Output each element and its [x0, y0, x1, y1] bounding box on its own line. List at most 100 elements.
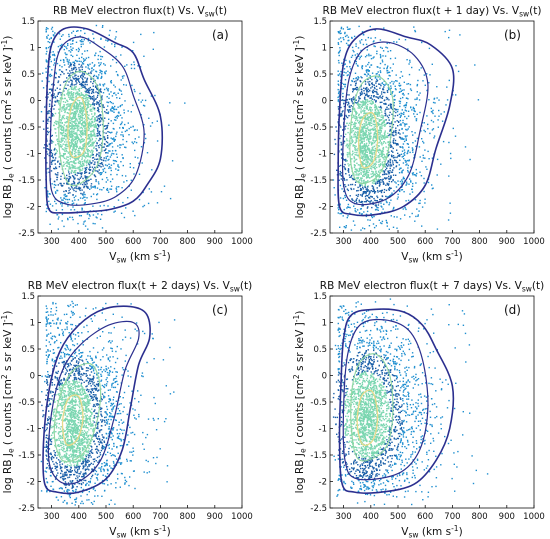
- data-point: [372, 114, 374, 117]
- data-point: [396, 41, 398, 43]
- data-point: [87, 159, 89, 161]
- data-point: [389, 50, 392, 52]
- data-point: [379, 62, 382, 65]
- data-point: [367, 116, 369, 118]
- data-point: [114, 160, 116, 162]
- data-point: [361, 92, 363, 94]
- data-point: [80, 147, 82, 149]
- data-point: [88, 95, 91, 97]
- data-point: [119, 144, 121, 146]
- data-point: [381, 101, 383, 103]
- data-point: [354, 146, 356, 149]
- data-point: [67, 192, 70, 194]
- data-point: [88, 155, 91, 158]
- data-point: [73, 157, 75, 159]
- data-point: [370, 125, 373, 127]
- data-point: [373, 197, 375, 200]
- data-point: [364, 186, 366, 188]
- data-point: [91, 136, 93, 138]
- data-point: [401, 138, 404, 140]
- data-point: [362, 205, 364, 207]
- data-point: [76, 187, 78, 190]
- data-point: [359, 40, 361, 42]
- data-point: [132, 50, 134, 52]
- data-point: [100, 70, 103, 73]
- data-point: [363, 73, 366, 75]
- data-point: [339, 203, 341, 205]
- data-point: [343, 190, 345, 193]
- data-point: [85, 96, 87, 98]
- data-point: [122, 164, 124, 167]
- data-point: [115, 119, 117, 121]
- data-point: [388, 141, 390, 143]
- data-point: [364, 127, 366, 129]
- data-point: [438, 99, 440, 101]
- data-point: [360, 173, 362, 175]
- data-point: [75, 89, 77, 91]
- data-point: [372, 57, 374, 59]
- data-point: [60, 138, 62, 140]
- data-point: [366, 46, 369, 48]
- data-point: [72, 68, 75, 71]
- data-point: [361, 128, 363, 130]
- data-point: [379, 39, 382, 41]
- data-point: [359, 201, 362, 203]
- data-point: [75, 138, 77, 140]
- data-point: [341, 62, 343, 64]
- data-point: [449, 152, 452, 155]
- data-point: [81, 77, 83, 79]
- data-point: [80, 140, 82, 142]
- data-point: [65, 158, 67, 160]
- data-point: [374, 113, 376, 116]
- data-point: [74, 165, 76, 168]
- data-point: [136, 129, 138, 131]
- data-point: [364, 124, 366, 126]
- data-point: [71, 97, 74, 99]
- data-point: [75, 118, 77, 120]
- data-point: [353, 114, 355, 117]
- data-point: [378, 159, 380, 161]
- data-point: [384, 114, 386, 117]
- data-point: [125, 146, 127, 149]
- data-point: [392, 179, 394, 181]
- data-point: [45, 53, 47, 55]
- data-point: [87, 155, 89, 158]
- data-point: [371, 170, 373, 173]
- data-point: [97, 213, 99, 215]
- data-point: [389, 178, 392, 180]
- data-point: [81, 114, 84, 117]
- data-point: [68, 132, 71, 134]
- data-point: [378, 185, 381, 187]
- data-point: [343, 71, 345, 73]
- data-point: [95, 155, 97, 157]
- data-point: [59, 114, 61, 116]
- data-point: [355, 113, 357, 115]
- data-point: [427, 150, 429, 153]
- data-point: [379, 139, 381, 142]
- data-point: [117, 165, 119, 167]
- data-point: [380, 55, 382, 57]
- data-point: [392, 83, 395, 85]
- data-point: [379, 132, 381, 135]
- data-point: [108, 97, 110, 99]
- data-point: [403, 138, 405, 140]
- data-point: [413, 108, 415, 110]
- data-point: [373, 155, 376, 157]
- data-point: [70, 135, 72, 138]
- data-point: [436, 228, 439, 230]
- data-point: [377, 115, 379, 117]
- data-point: [375, 82, 377, 84]
- data-point: [355, 80, 357, 82]
- data-point: [374, 29, 376, 31]
- data-point: [81, 62, 84, 64]
- data-point: [401, 109, 403, 111]
- data-point: [75, 80, 77, 83]
- data-point: [363, 101, 365, 103]
- data-point: [387, 104, 390, 106]
- data-point: [87, 129, 90, 131]
- data-point: [113, 206, 115, 208]
- data-point: [379, 126, 381, 128]
- data-point: [77, 162, 80, 164]
- data-point: [68, 198, 71, 201]
- data-point: [385, 136, 387, 139]
